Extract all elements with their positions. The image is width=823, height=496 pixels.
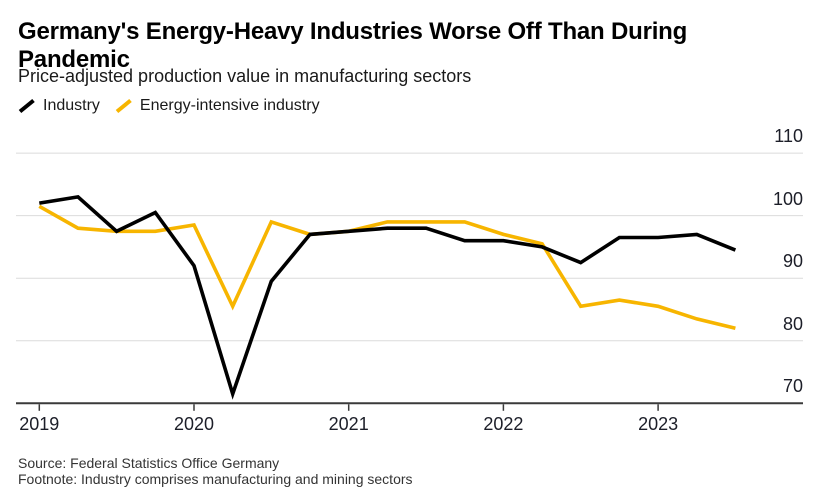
chart-title: Germany's Energy-Heavy Industries Worse … (18, 18, 688, 74)
x-axis-label: 2020 (173, 414, 215, 434)
source-note: Source: Federal Statistics Office German… (18, 455, 280, 471)
footnote: Footnote: Industry comprises manufacturi… (18, 471, 413, 487)
y-axis-label: 110 (774, 126, 803, 147)
chart-subtitle: Price-adjusted production value in manuf… (18, 66, 472, 86)
x-axis-label: 2021 (328, 414, 369, 434)
industry-line (39, 194, 737, 400)
y-axis-label: 90 (782, 251, 803, 272)
legend-line-swatch-icon (18, 98, 35, 114)
legend-item-energy-intensive: Energy-intensive industry (114, 97, 320, 115)
y-axis-label: 80 (782, 313, 803, 334)
legend-label: Energy-intensive industry (139, 97, 320, 114)
legend: Industry Energy-intensive industry (17, 97, 320, 115)
legend-label: Industry (43, 97, 100, 114)
legend-item-industry: Industry (17, 97, 100, 115)
x-axis-label: 2019 (19, 414, 60, 434)
y-axis-label: 70 (782, 376, 803, 397)
x-axis-label: 2023 (638, 414, 679, 434)
x-axis-label: 2022 (483, 414, 524, 434)
y-axis-label: 100 (772, 188, 803, 209)
legend-line-swatch-icon (115, 98, 132, 114)
energy-intensive-line (38, 204, 736, 330)
